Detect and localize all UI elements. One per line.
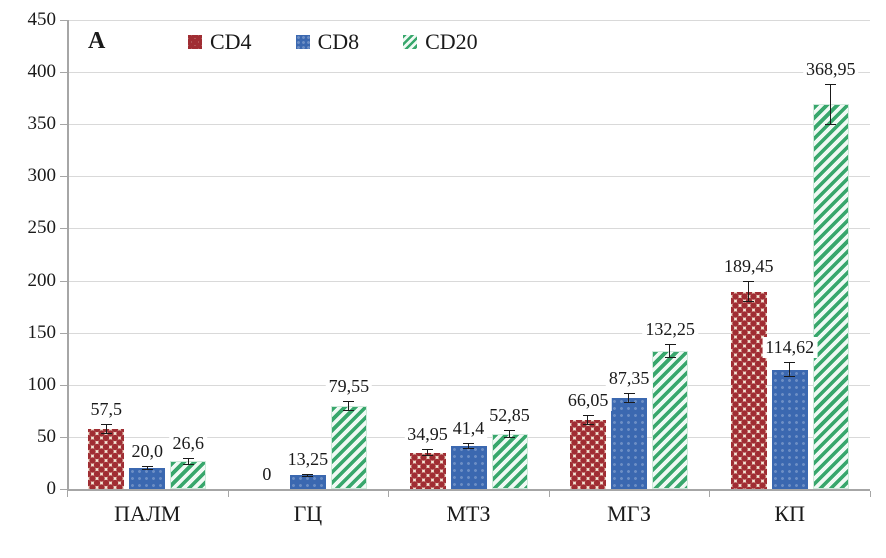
bar-cd4 (730, 291, 767, 489)
cd4-pattern-swatch-icon (188, 35, 202, 49)
y-tick-mark (60, 384, 67, 386)
bar-cd8 (289, 475, 326, 489)
bar-cd20 (170, 461, 207, 489)
bar-value-label: 132,25 (642, 318, 698, 340)
bar-cd20 (330, 406, 367, 489)
y-tick-mark (60, 124, 67, 126)
cd20-hatch-swatch-icon (403, 35, 418, 49)
bar-value-label: 20,0 (128, 441, 167, 463)
y-gridline (67, 124, 870, 126)
bar-cd8 (129, 468, 166, 489)
x-tick-mark (67, 490, 68, 497)
figure-panel-label: A (88, 28, 106, 54)
y-tick-label: 400 (27, 61, 57, 83)
x-axis (67, 489, 870, 491)
bar-cd4 (570, 420, 607, 489)
category-label: МГЗ (607, 501, 652, 526)
error-bar (422, 449, 433, 456)
error-bar (743, 281, 755, 302)
bar-value-label: 189,45 (720, 256, 777, 278)
y-gridline (67, 384, 870, 386)
bar-value-label: 41,4 (449, 417, 488, 439)
bar-value-label: 79,55 (325, 375, 373, 397)
error-bar (302, 473, 314, 477)
error-bar (100, 423, 112, 435)
y-gridline (67, 228, 870, 230)
error-bar (825, 83, 837, 126)
chart-legend: CD4 CD8 CD20 (188, 30, 478, 54)
x-tick-mark (709, 490, 711, 497)
legend-label-cd8: CD8 (317, 29, 360, 54)
bar-cd20 (812, 104, 849, 489)
y-tick-label: 250 (27, 217, 57, 239)
error-bar (463, 442, 474, 449)
y-tick-mark (60, 176, 67, 178)
y-tick-label: 50 (37, 425, 56, 447)
y-tick-mark (60, 489, 67, 490)
bar-cd8 (771, 369, 808, 489)
x-tick-mark (548, 490, 550, 497)
y-tick-mark (60, 436, 67, 438)
y-tick-label: 300 (27, 165, 57, 187)
category-label: ГЦ (293, 501, 323, 526)
error-bar (582, 414, 594, 426)
legend-label-cd20: CD20 (425, 29, 478, 54)
bar-cd4 (88, 429, 125, 489)
bar-value-label: 52,85 (486, 404, 533, 426)
bar-cd20 (491, 433, 528, 489)
bar-value-label: 87,35 (605, 367, 653, 389)
bar-cd8 (450, 445, 487, 489)
y-gridline (67, 280, 870, 282)
bar-value-label: 13,25 (284, 448, 332, 470)
y-tick-label: 200 (27, 269, 57, 291)
bar-cd8 (611, 397, 648, 489)
category-label: КП (774, 501, 805, 526)
y-tick-label: 100 (27, 373, 57, 395)
error-bar (623, 392, 635, 404)
y-tick-mark (60, 280, 67, 282)
y-tick-label: 0 (46, 478, 57, 499)
y-tick-mark (60, 20, 67, 21)
legend-item-cd20: CD20 (403, 30, 478, 54)
y-tick-label: 150 (27, 321, 57, 343)
x-tick-mark (227, 490, 229, 497)
bar-value-label: 26,6 (169, 432, 208, 454)
y-tick-label: 450 (27, 9, 57, 30)
y-gridline (67, 72, 870, 74)
bar-value-label: 66,05 (564, 389, 612, 411)
error-bar (784, 362, 796, 377)
bar-value-label: 57,5 (87, 398, 126, 420)
cd8-solid-swatch-icon (295, 35, 310, 49)
legend-label-cd4: CD4 (210, 29, 252, 54)
bar-value-label: 34,95 (404, 424, 451, 446)
error-bar (664, 343, 676, 359)
y-gridline (67, 332, 870, 334)
y-tick-label: 350 (27, 113, 57, 135)
y-tick-mark (60, 72, 67, 74)
y-tick-mark (60, 332, 67, 334)
y-tick-mark (60, 228, 67, 230)
error-bar (504, 429, 515, 439)
error-bar (141, 466, 153, 471)
legend-item-cd8: CD8 (295, 29, 360, 54)
error-bar (343, 400, 355, 412)
y-gridline (67, 176, 870, 178)
x-tick-mark (870, 490, 871, 497)
bar-cd4 (409, 452, 446, 489)
y-gridline (67, 20, 870, 21)
bar-value-label: 368,95 (802, 58, 859, 80)
error-bar (182, 457, 194, 465)
category-label: МТЗ (446, 501, 491, 526)
category-label: ПАЛМ (114, 501, 181, 526)
bar-value-label: 114,62 (762, 337, 818, 359)
x-tick-mark (388, 490, 390, 497)
bar-cd20 (652, 351, 689, 489)
bar-value-label: 0 (259, 464, 275, 485)
legend-item-cd4: CD4 (188, 30, 252, 54)
y-axis (67, 20, 69, 489)
